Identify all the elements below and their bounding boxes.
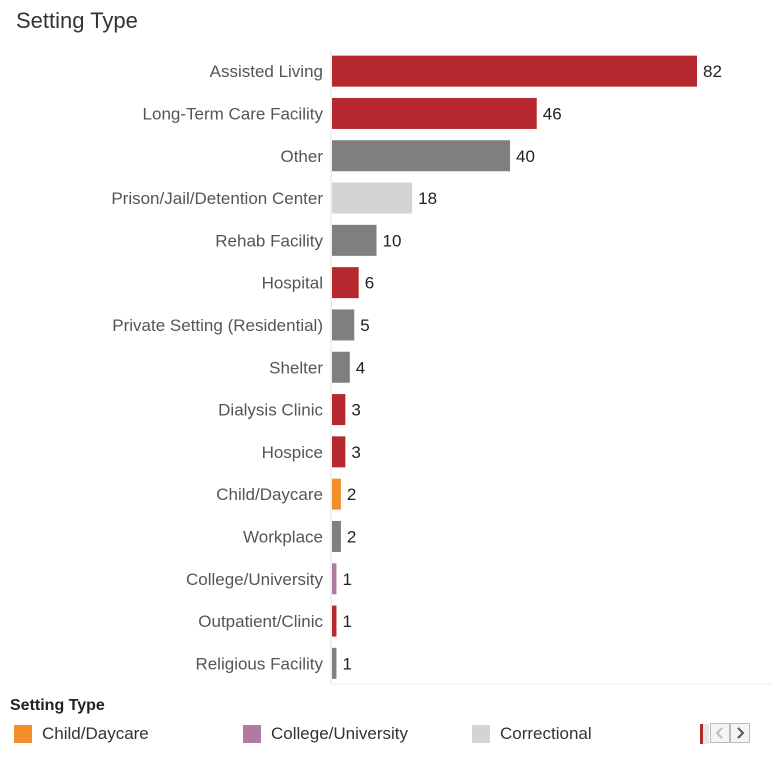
category-label: Private Setting (Residential): [112, 316, 323, 335]
bar[interactable]: [332, 351, 350, 383]
chevron-right-icon[interactable]: [730, 723, 750, 743]
bar[interactable]: [332, 224, 377, 256]
data-label: 3: [351, 443, 360, 462]
bar[interactable]: [332, 309, 355, 341]
legend-scroll-controls: [710, 723, 750, 743]
bar[interactable]: [332, 55, 697, 87]
category-label: Assisted Living: [210, 62, 323, 81]
bar[interactable]: [332, 478, 341, 510]
legend-swatch: [472, 725, 490, 743]
data-label: 1: [342, 654, 351, 673]
bar[interactable]: [332, 394, 346, 426]
data-label: 18: [418, 189, 437, 208]
data-label: 3: [351, 401, 360, 420]
chart-title: Setting Type: [16, 8, 138, 33]
bar[interactable]: [332, 140, 511, 172]
data-label: 82: [703, 62, 722, 81]
bar-chart: Assisted Living 82 Long-Term Care Facility…: [111, 50, 771, 685]
data-label: 1: [342, 570, 351, 589]
category-label: Workplace: [243, 527, 323, 546]
legend-item-correctional[interactable]: Correctional: [472, 724, 592, 744]
category-label: Hospital: [262, 274, 323, 293]
bar[interactable]: [332, 605, 337, 637]
legend-item-child-daycare[interactable]: Child/Daycare: [14, 724, 149, 744]
category-label: Rehab Facility: [215, 231, 323, 250]
bar[interactable]: [332, 436, 346, 468]
bar[interactable]: [332, 563, 337, 595]
data-label: 40: [516, 147, 535, 166]
data-label: 4: [356, 358, 365, 377]
data-label: 1: [342, 612, 351, 631]
category-label: College/University: [186, 570, 323, 589]
bar[interactable]: [332, 97, 537, 129]
legend-label: College/University: [271, 724, 408, 743]
category-label: Other: [280, 147, 323, 166]
category-label: Prison/Jail/Detention Center: [111, 189, 323, 208]
category-label: Religious Facility: [195, 654, 323, 673]
category-label: Outpatient/Clinic: [198, 612, 323, 631]
bar[interactable]: [332, 647, 337, 679]
legend: Child/Daycare College/University Correct…: [14, 723, 754, 746]
category-label: Shelter: [269, 358, 323, 377]
legend-item-college-university[interactable]: College/University: [243, 724, 408, 744]
data-label: 2: [347, 485, 356, 504]
data-label: 46: [543, 104, 562, 123]
category-label: Dialysis Clinic: [218, 401, 323, 420]
category-label: Long-Term Care Facility: [143, 104, 324, 123]
chevron-left-icon[interactable]: [710, 723, 730, 743]
data-label: 2: [347, 527, 356, 546]
bar[interactable]: [332, 520, 341, 552]
legend-swatch: [243, 725, 261, 743]
legend-swatch: [14, 725, 32, 743]
legend-overflow-swatch: [700, 724, 709, 744]
data-label: 6: [365, 274, 374, 293]
legend-title: Setting Type: [10, 697, 105, 714]
bar[interactable]: [332, 267, 359, 299]
legend-label: Child/Daycare: [42, 724, 149, 743]
legend-label: Correctional: [500, 724, 592, 743]
bar[interactable]: [332, 182, 413, 214]
category-label: Child/Daycare: [216, 485, 323, 504]
data-label: 5: [360, 316, 369, 335]
data-label: 10: [383, 231, 402, 250]
category-label: Hospice: [262, 443, 323, 462]
